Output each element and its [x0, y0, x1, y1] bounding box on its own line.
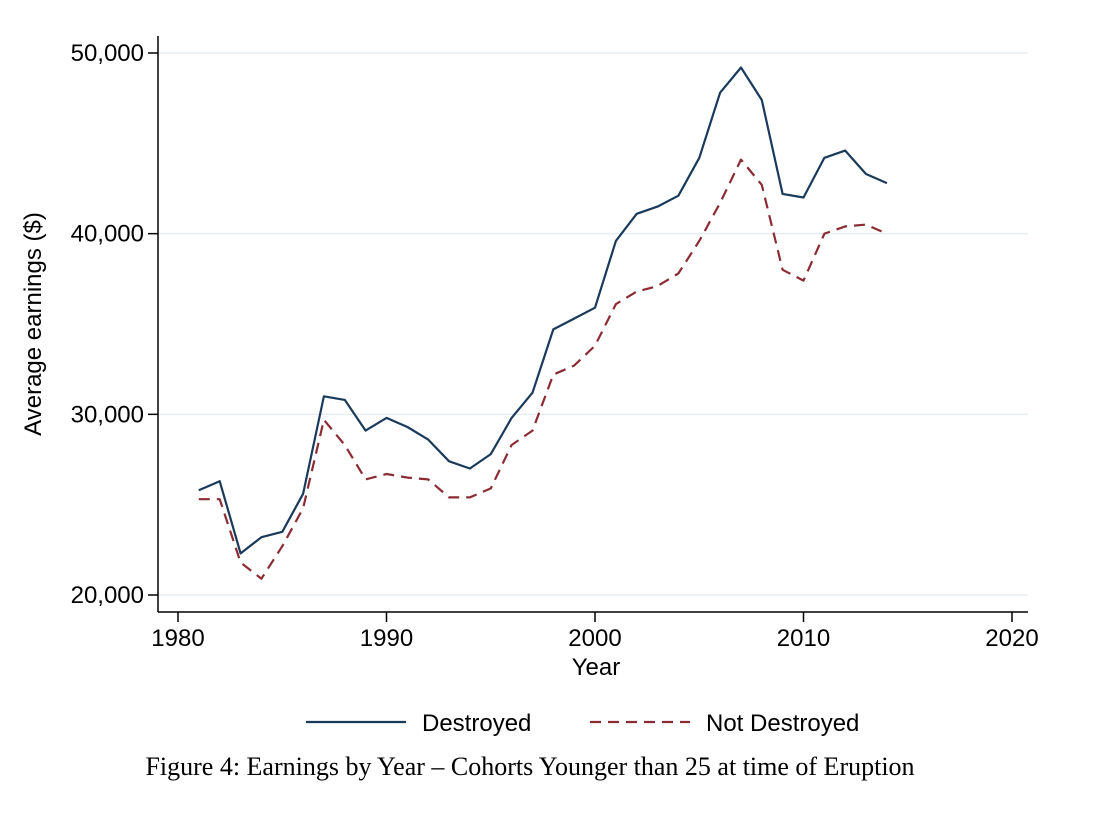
series-lines: [198, 66, 888, 580]
x-tick-label: 1990: [360, 625, 413, 652]
figure-caption: Figure 4: Earnings by Year – Cohorts You…: [145, 752, 915, 781]
legend-label-destroyed: Destroyed: [422, 710, 531, 737]
x-axis-title: Year: [572, 654, 621, 681]
gridlines: [158, 52, 1028, 596]
x-tick-label: 2020: [985, 625, 1038, 652]
x-tick-label: 1980: [151, 625, 204, 652]
axes: [148, 36, 1028, 622]
x-tick-label: 2000: [568, 625, 621, 652]
y-tick-label: 20,000: [71, 582, 144, 609]
y-tick-label: 50,000: [71, 40, 144, 67]
legend: Destroyed Not Destroyed: [306, 710, 859, 737]
legend-label-not-destroyed: Not Destroyed: [706, 710, 859, 737]
earnings-line-chart: 20,000 30,000 40,000 50,000 1980 1990 2000 2010…: [20, 36, 1039, 737]
tick-labels: 20,000 30,000 40,000 50,000 1980 1990 2000 2010…: [71, 40, 1039, 652]
y-tick-label: 30,000: [71, 401, 144, 428]
x-tick-label: 2010: [777, 625, 830, 652]
series-line-not-destroyed: [198, 158, 888, 580]
y-tick-label: 40,000: [71, 221, 144, 248]
y-axis-title: Average earnings ($): [20, 212, 47, 436]
series-line-destroyed: [198, 66, 888, 555]
